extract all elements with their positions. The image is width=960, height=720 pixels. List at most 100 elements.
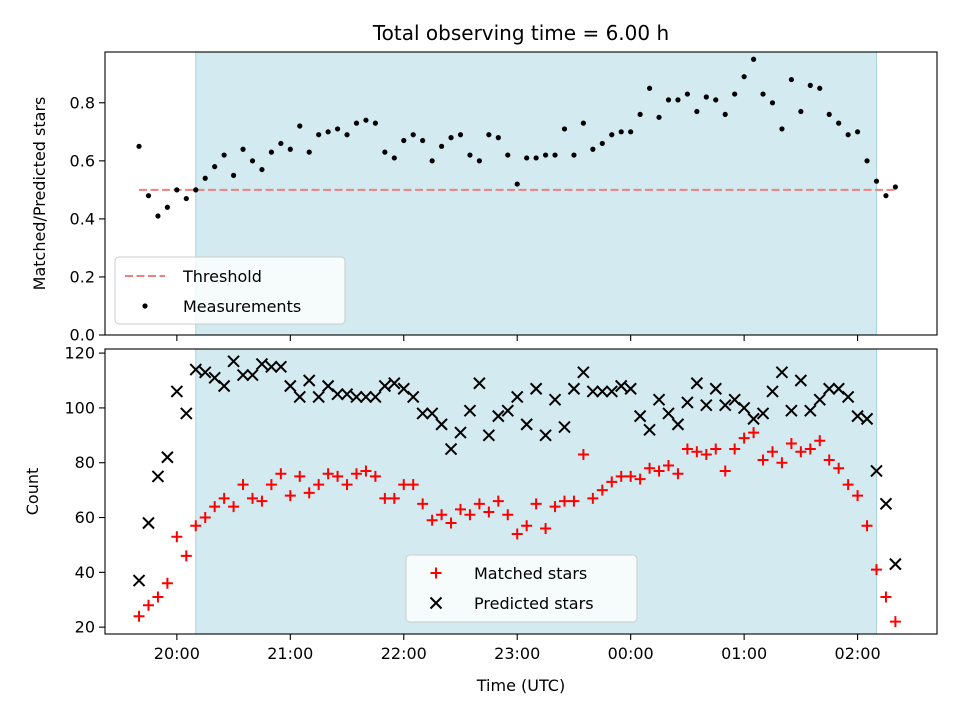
predicted-point xyxy=(170,385,184,398)
predicted-point xyxy=(690,377,704,390)
matched-point xyxy=(700,449,712,461)
predicted-point xyxy=(501,404,514,417)
measurement-point xyxy=(779,126,785,132)
matched-point xyxy=(256,495,268,507)
bottom-axes-frame xyxy=(104,348,938,635)
predicted-point xyxy=(813,393,826,406)
predicted-point xyxy=(284,379,297,393)
predicted-point xyxy=(492,409,505,423)
matched-point xyxy=(880,591,892,603)
top-y-tick-label: 0.8 xyxy=(70,93,95,112)
matched-point xyxy=(870,564,882,576)
predicted-point xyxy=(756,407,770,420)
matched-point xyxy=(634,473,646,485)
top-axes: 0.0 0.2 0.4 0.6 0.8 Threshold Measurements xyxy=(70,51,938,345)
matched-point xyxy=(199,512,211,524)
predicted-point xyxy=(369,390,382,404)
matched-point xyxy=(861,520,873,532)
predicted-point xyxy=(700,398,713,412)
measurement-point xyxy=(599,140,605,147)
predicted-point xyxy=(766,385,779,398)
measurement-point xyxy=(174,187,180,193)
measurement-point xyxy=(628,129,634,135)
matched-point xyxy=(833,462,845,474)
bottom-y-tick-label: 80 xyxy=(75,453,95,472)
predicted-point xyxy=(132,574,146,587)
bottom-y-tick-label: 100 xyxy=(64,398,95,417)
matched-point xyxy=(492,495,504,507)
predicted-point xyxy=(577,366,590,379)
matched-point xyxy=(152,591,164,603)
measurement-point xyxy=(845,132,851,138)
measurement-point xyxy=(854,129,861,135)
measurement-point xyxy=(864,158,870,164)
measurement-point xyxy=(287,146,293,152)
predicted-point xyxy=(312,390,325,404)
predicted-point xyxy=(719,398,732,412)
predicted-point xyxy=(350,390,363,404)
measurement-point xyxy=(580,120,587,126)
measurement-point xyxy=(230,172,237,178)
measurement-point xyxy=(646,85,653,91)
predicted-point xyxy=(662,407,675,420)
measurement-point xyxy=(268,149,274,155)
matched-point xyxy=(237,479,249,491)
matched-point xyxy=(218,492,230,504)
predicted-point xyxy=(416,407,429,420)
top-y-tick-label: 0.0 xyxy=(70,326,95,345)
measurement-point xyxy=(552,152,558,158)
predicted-point xyxy=(151,470,165,483)
measurement-point xyxy=(136,143,142,149)
matched-point xyxy=(294,470,306,482)
predicted-point xyxy=(671,418,685,431)
measurement-point xyxy=(249,158,256,164)
measurement-point xyxy=(363,117,369,123)
matched-point xyxy=(445,517,457,529)
legend-bottom-box xyxy=(405,554,638,623)
matched-point xyxy=(757,454,769,466)
matched-point xyxy=(729,443,741,455)
bottom-y-tick-label: 60 xyxy=(75,508,95,527)
predicted-point xyxy=(747,412,760,426)
x-tick-label: 00:00 xyxy=(608,644,654,663)
measurement-point xyxy=(571,152,577,158)
measurement-point xyxy=(306,149,312,155)
matched-point xyxy=(379,492,391,504)
legend-bottom: Matched stars Predicted stars xyxy=(405,554,638,623)
predicted-point xyxy=(482,429,496,442)
measurement-point xyxy=(410,132,416,138)
legend-predicted-label: Predicted stars xyxy=(474,594,594,613)
matched-point xyxy=(748,427,760,439)
measurement-point xyxy=(155,213,161,219)
matched-point xyxy=(265,479,277,491)
predicted-point xyxy=(624,382,637,395)
matched-point xyxy=(653,465,665,477)
bottom-y-tick-label: 40 xyxy=(75,563,95,582)
predicted-point xyxy=(425,407,439,420)
chart-title: Total observing time = 6.00 h xyxy=(372,21,669,45)
measurement-point xyxy=(372,120,378,126)
matched-point xyxy=(842,479,854,491)
matched-point xyxy=(473,498,485,510)
predicted-point xyxy=(435,418,448,431)
measurement-point xyxy=(533,155,539,161)
predicted-point xyxy=(889,557,902,571)
measurement-point xyxy=(656,114,662,120)
predicted-point xyxy=(794,374,808,387)
predicted-point xyxy=(737,401,751,415)
measurement-point xyxy=(883,193,889,199)
legend-matched-label: Matched stars xyxy=(474,564,587,583)
predicted-point xyxy=(586,385,600,398)
matched-point xyxy=(502,509,514,521)
measurement-point xyxy=(353,120,360,126)
predicted-point xyxy=(161,451,174,464)
predicted-point xyxy=(548,393,562,406)
legend-measurements-label: Measurements xyxy=(183,297,301,316)
series-measurements xyxy=(136,56,899,219)
matched-point xyxy=(587,492,599,504)
predicted-point xyxy=(378,379,392,393)
predicted-point xyxy=(520,418,533,431)
predicted-point xyxy=(652,393,666,406)
legend-threshold-label: Threshold xyxy=(182,267,262,286)
